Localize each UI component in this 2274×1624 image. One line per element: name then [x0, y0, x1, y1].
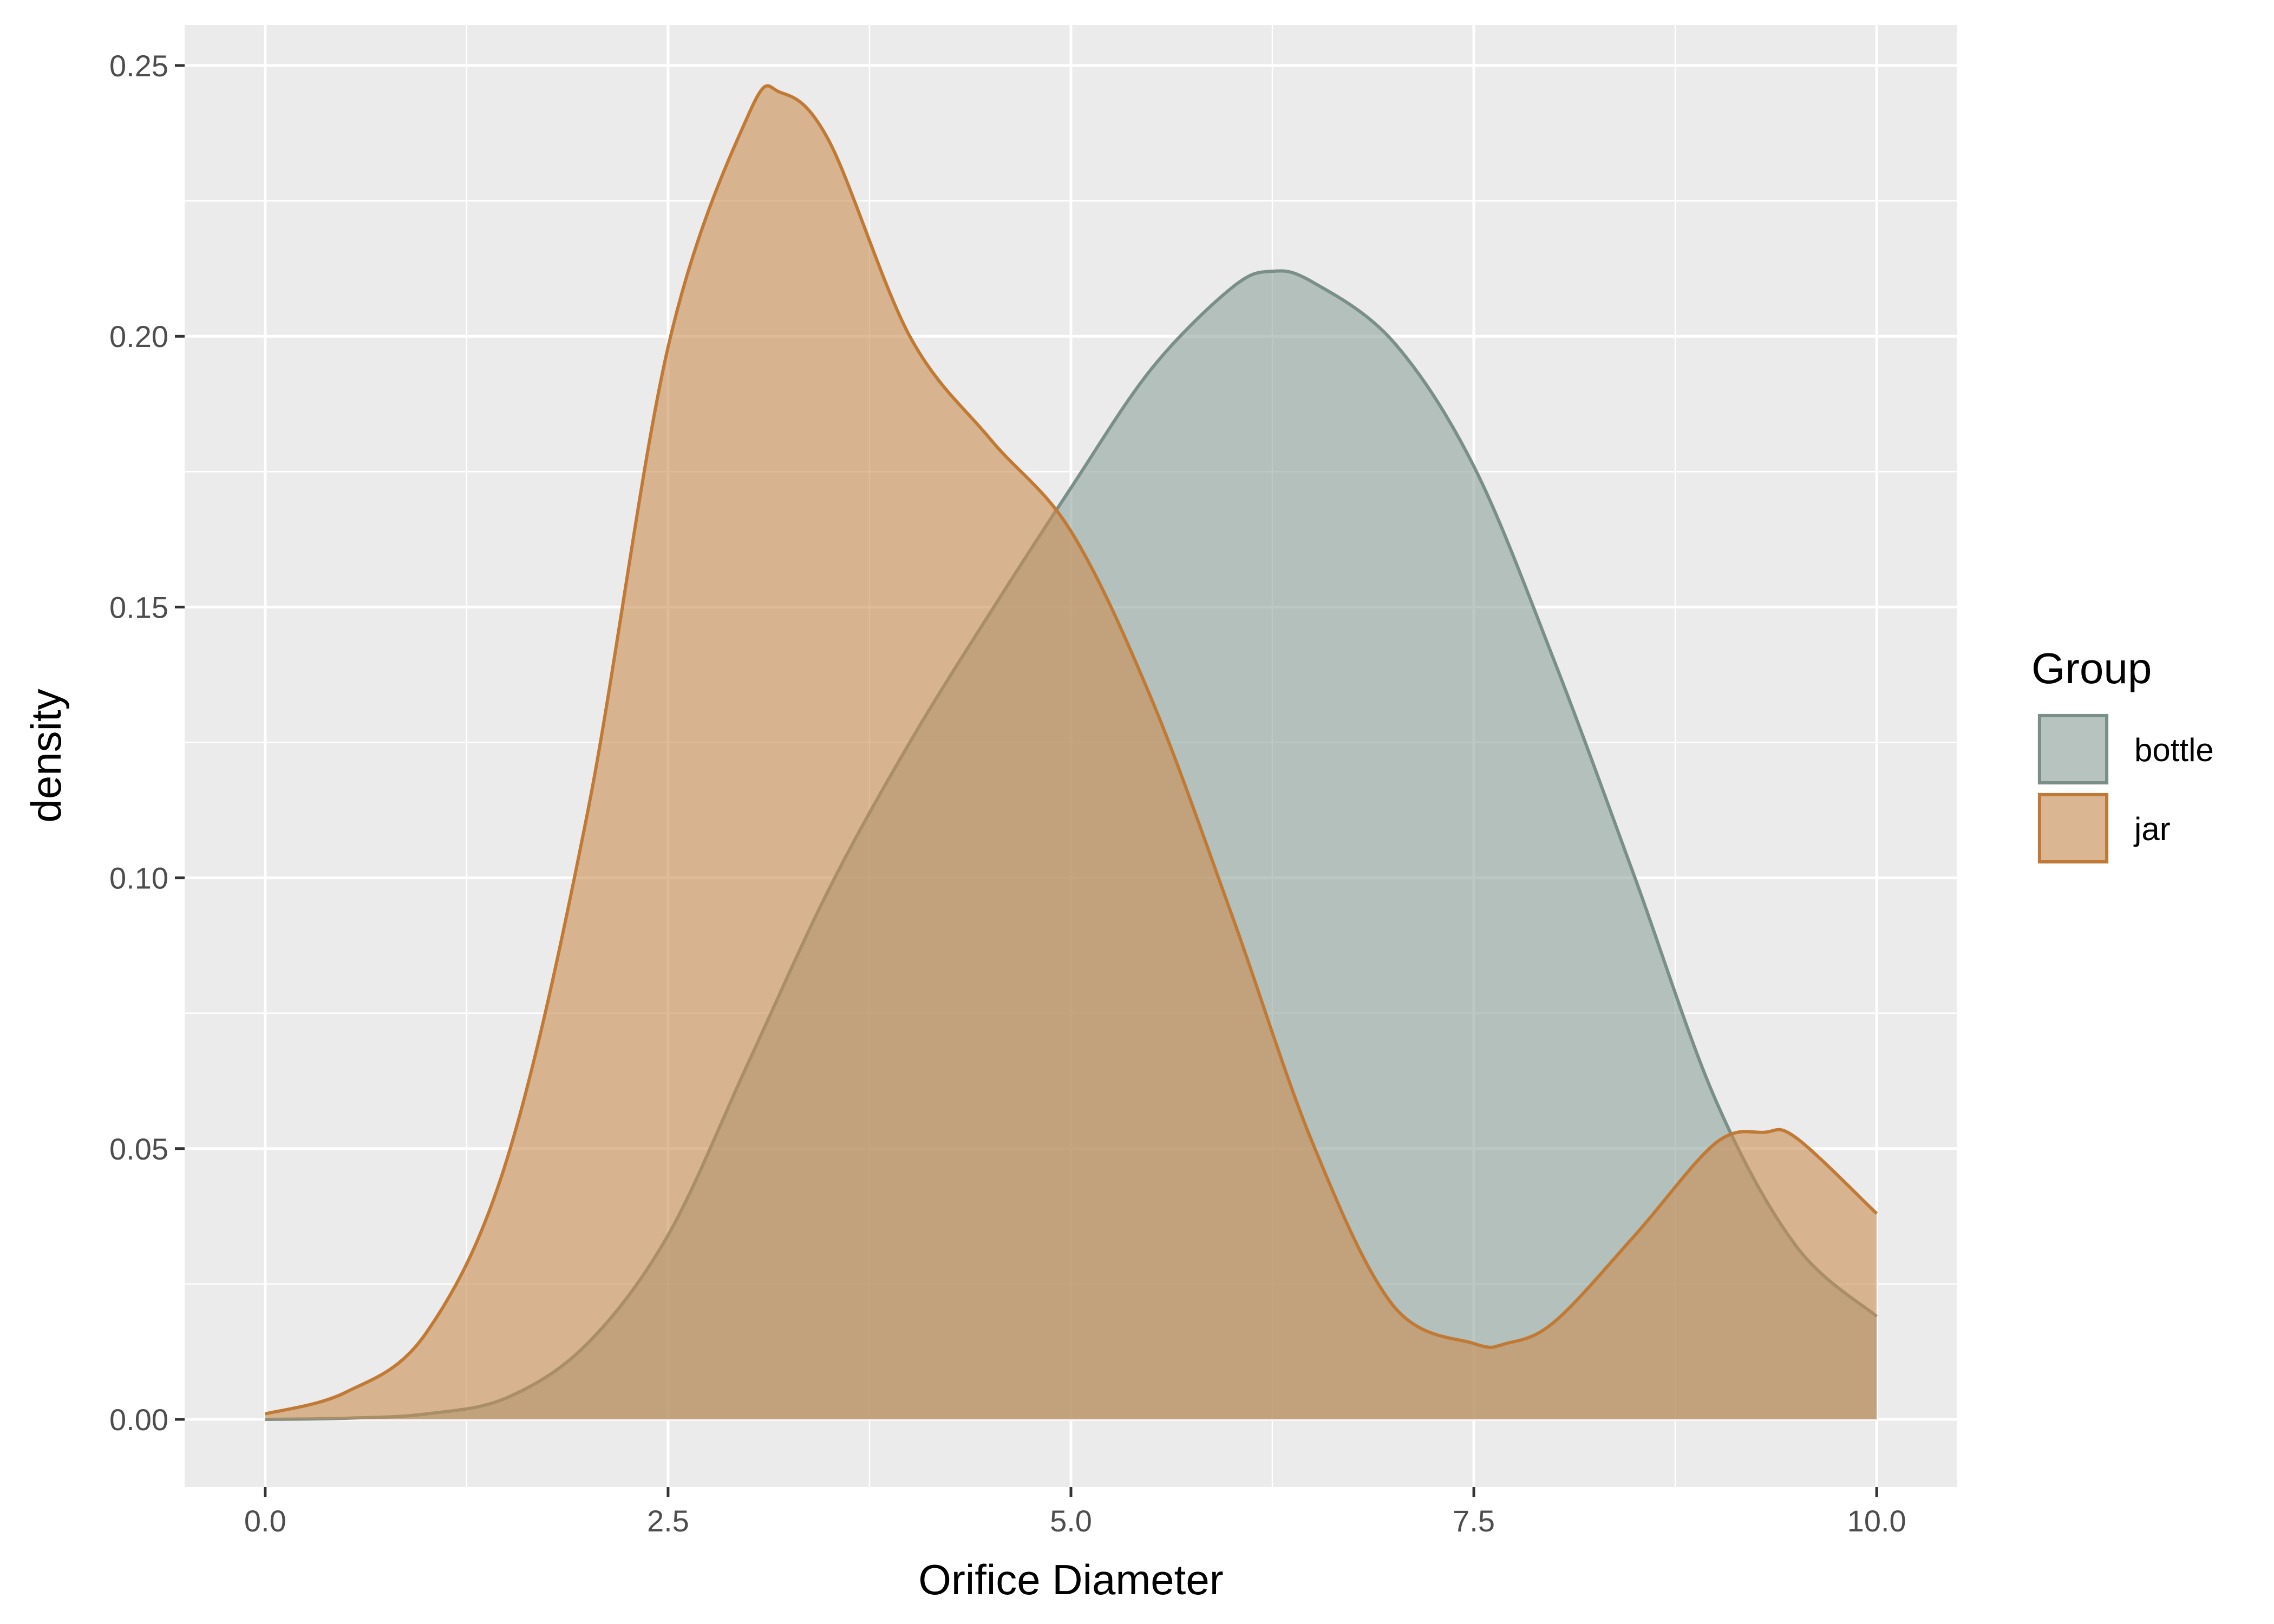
y-tick-label: 0.25 — [109, 49, 168, 83]
x-axis-title: Orifice Diameter — [918, 1556, 1223, 1603]
legend-title: Group — [2031, 644, 2152, 692]
y-tick-label: 0.20 — [109, 319, 168, 353]
legend-swatch-bottle — [2038, 714, 2108, 784]
density-line-jar — [265, 84, 1878, 1416]
y-tick-label: 0.10 — [109, 861, 168, 895]
y-tick-label: 0.15 — [109, 590, 168, 624]
x-tick-label: 10.0 — [1847, 1504, 1906, 1538]
x-tick-label: 5.0 — [1050, 1504, 1092, 1538]
density-area-jar — [265, 86, 1877, 1419]
y-axis: 0.00 0.05 0.10 0.15 0.20 0.25 — [109, 49, 185, 1437]
x-axis: 0.0 2.5 5.0 7.5 10.0 — [244, 1487, 1906, 1538]
legend-swatch-jar — [2038, 793, 2108, 863]
density-series — [265, 84, 1878, 1421]
x-tick-label: 0.0 — [244, 1504, 286, 1538]
y-tick-label: 0.05 — [109, 1132, 168, 1166]
y-axis-title: density — [22, 689, 70, 822]
legend-label-jar: jar — [2133, 811, 2171, 847]
legend: Group bottle jar — [2031, 644, 2214, 864]
legend-keys: bottle jar — [2037, 713, 2214, 864]
legend-label-bottle: bottle — [2134, 732, 2214, 768]
x-tick-label: 2.5 — [647, 1504, 689, 1538]
x-tick-label: 7.5 — [1453, 1504, 1495, 1538]
y-tick-label: 0.00 — [109, 1403, 168, 1437]
